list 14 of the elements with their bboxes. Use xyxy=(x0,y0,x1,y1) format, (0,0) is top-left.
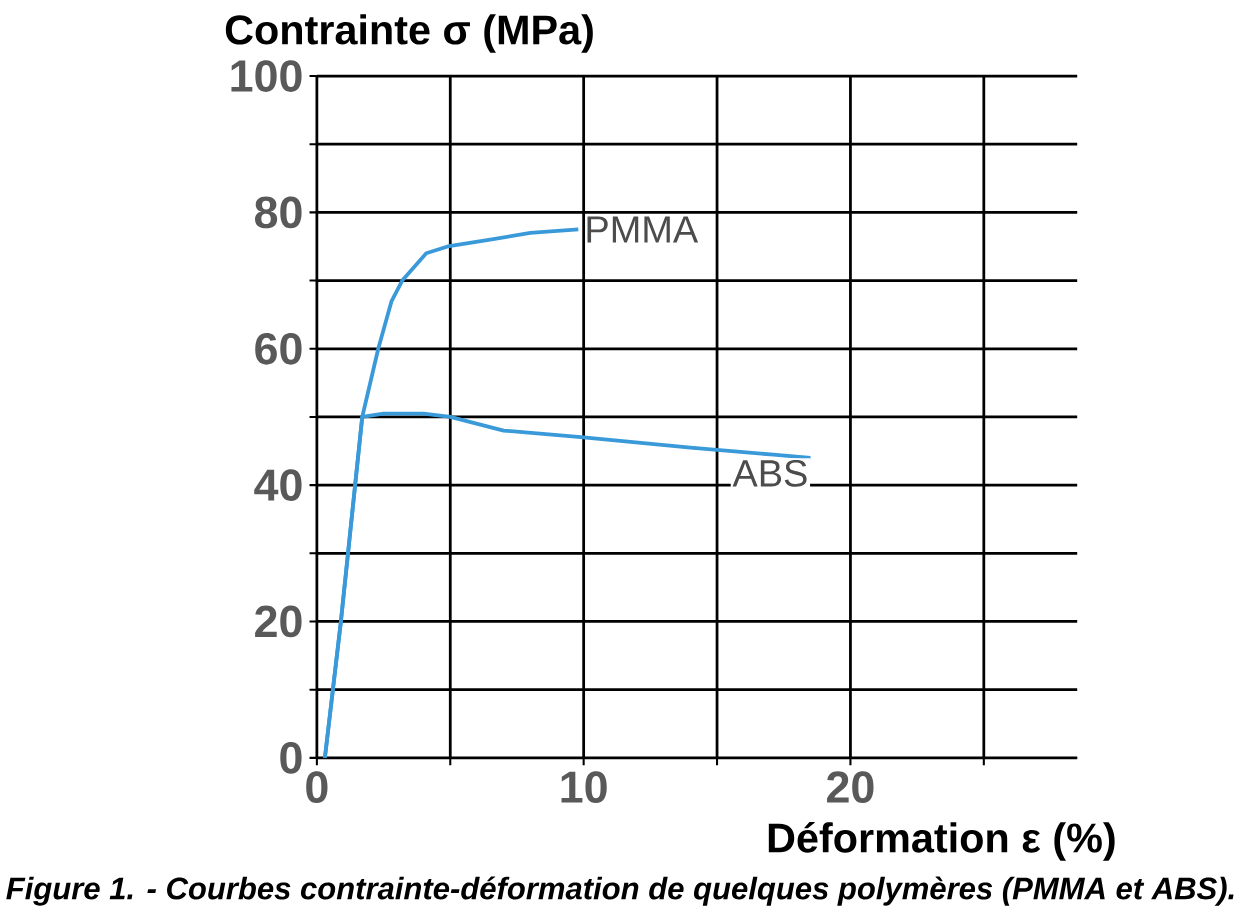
y-tick-label: 0 xyxy=(280,741,302,774)
x-tick-label: 10 xyxy=(561,771,607,803)
x-axis-title: Déformation ε (%) xyxy=(768,821,1115,861)
chart-title: Contrainte σ (MPa) xyxy=(225,14,593,53)
y-tick-label: 80 xyxy=(255,196,302,229)
y-tick-label: 20 xyxy=(255,605,302,638)
x-tick-label: 0 xyxy=(306,771,328,803)
series-label: ABS xyxy=(732,459,807,487)
y-tick-label: 60 xyxy=(255,332,302,365)
caption: Figure 1. - Courbes contrainte-déformation de quelques polymères (PMMA et ABS). xyxy=(6,876,1234,906)
y-tick-label: 100 xyxy=(231,59,302,92)
x-tick-label: 20 xyxy=(827,771,874,803)
y-tick-label: 40 xyxy=(254,469,302,501)
series-label: PMMA xyxy=(587,216,699,243)
